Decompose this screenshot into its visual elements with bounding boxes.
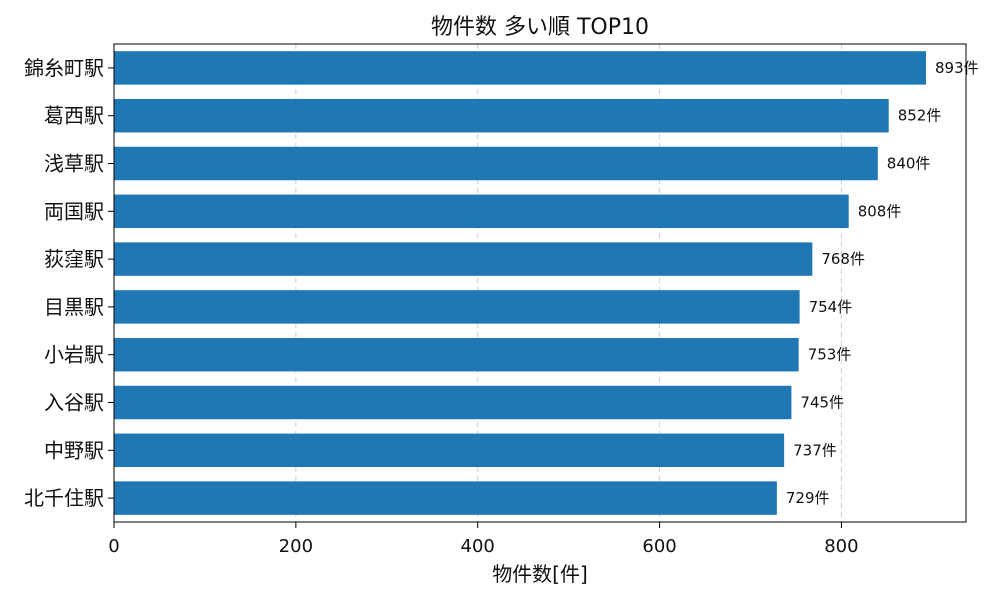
bar-value-label: 893件 [935, 59, 979, 77]
bar-value-label: 729件 [786, 489, 830, 507]
bar-value-label: 737件 [793, 441, 837, 459]
x-tick-label: 200 [279, 536, 313, 557]
bar-value-label: 768件 [821, 250, 865, 268]
y-tick-label: 錦糸町駅 [24, 56, 104, 80]
bar [114, 51, 926, 85]
bar-value-label: 840件 [887, 155, 931, 173]
bar [114, 385, 792, 420]
bar [114, 242, 813, 276]
y-tick-label: 北千住駅 [24, 486, 104, 510]
bar-value-label: 852件 [898, 107, 942, 125]
y-tick-label: 入谷駅 [44, 391, 104, 415]
x-axis-label: 物件数[件] [492, 562, 588, 586]
y-tick-label: 小岩駅 [44, 343, 104, 367]
bar [114, 146, 878, 181]
y-tick-label: 浅草駅 [44, 152, 104, 176]
x-axis-ticks: 0 200 400 600 800 [108, 522, 859, 557]
bar-value-label: 754件 [809, 298, 853, 316]
y-tick-label: 荻窪駅 [44, 247, 104, 271]
chart-title: 物件数 多い順 TOP10 [431, 15, 649, 40]
bar [114, 481, 777, 515]
plot-frame [113, 43, 967, 523]
y-tick-label: 目黒駅 [44, 295, 104, 319]
x-tick-label: 0 [108, 536, 119, 557]
x-tick-label: 800 [824, 536, 858, 557]
bar-value-label: 745件 [800, 394, 844, 412]
bar-value-label: 808件 [858, 202, 902, 220]
bar [114, 290, 800, 324]
y-tick-label: 中野駅 [44, 438, 104, 462]
bar-value-label: 753件 [808, 346, 852, 364]
y-tick-label: 両国駅 [44, 199, 104, 223]
x-tick-label: 600 [642, 536, 676, 557]
x-tick-label: 400 [461, 536, 495, 557]
bar [114, 337, 799, 372]
bars [114, 51, 926, 515]
y-tick-label: 葛西駅 [44, 104, 104, 128]
bar [114, 98, 889, 133]
bar-value-labels: 893件 852件 840件 808件 768件 754件 753件 745件 737件 729件 [786, 59, 979, 507]
bar [114, 433, 785, 468]
bar [114, 194, 849, 229]
